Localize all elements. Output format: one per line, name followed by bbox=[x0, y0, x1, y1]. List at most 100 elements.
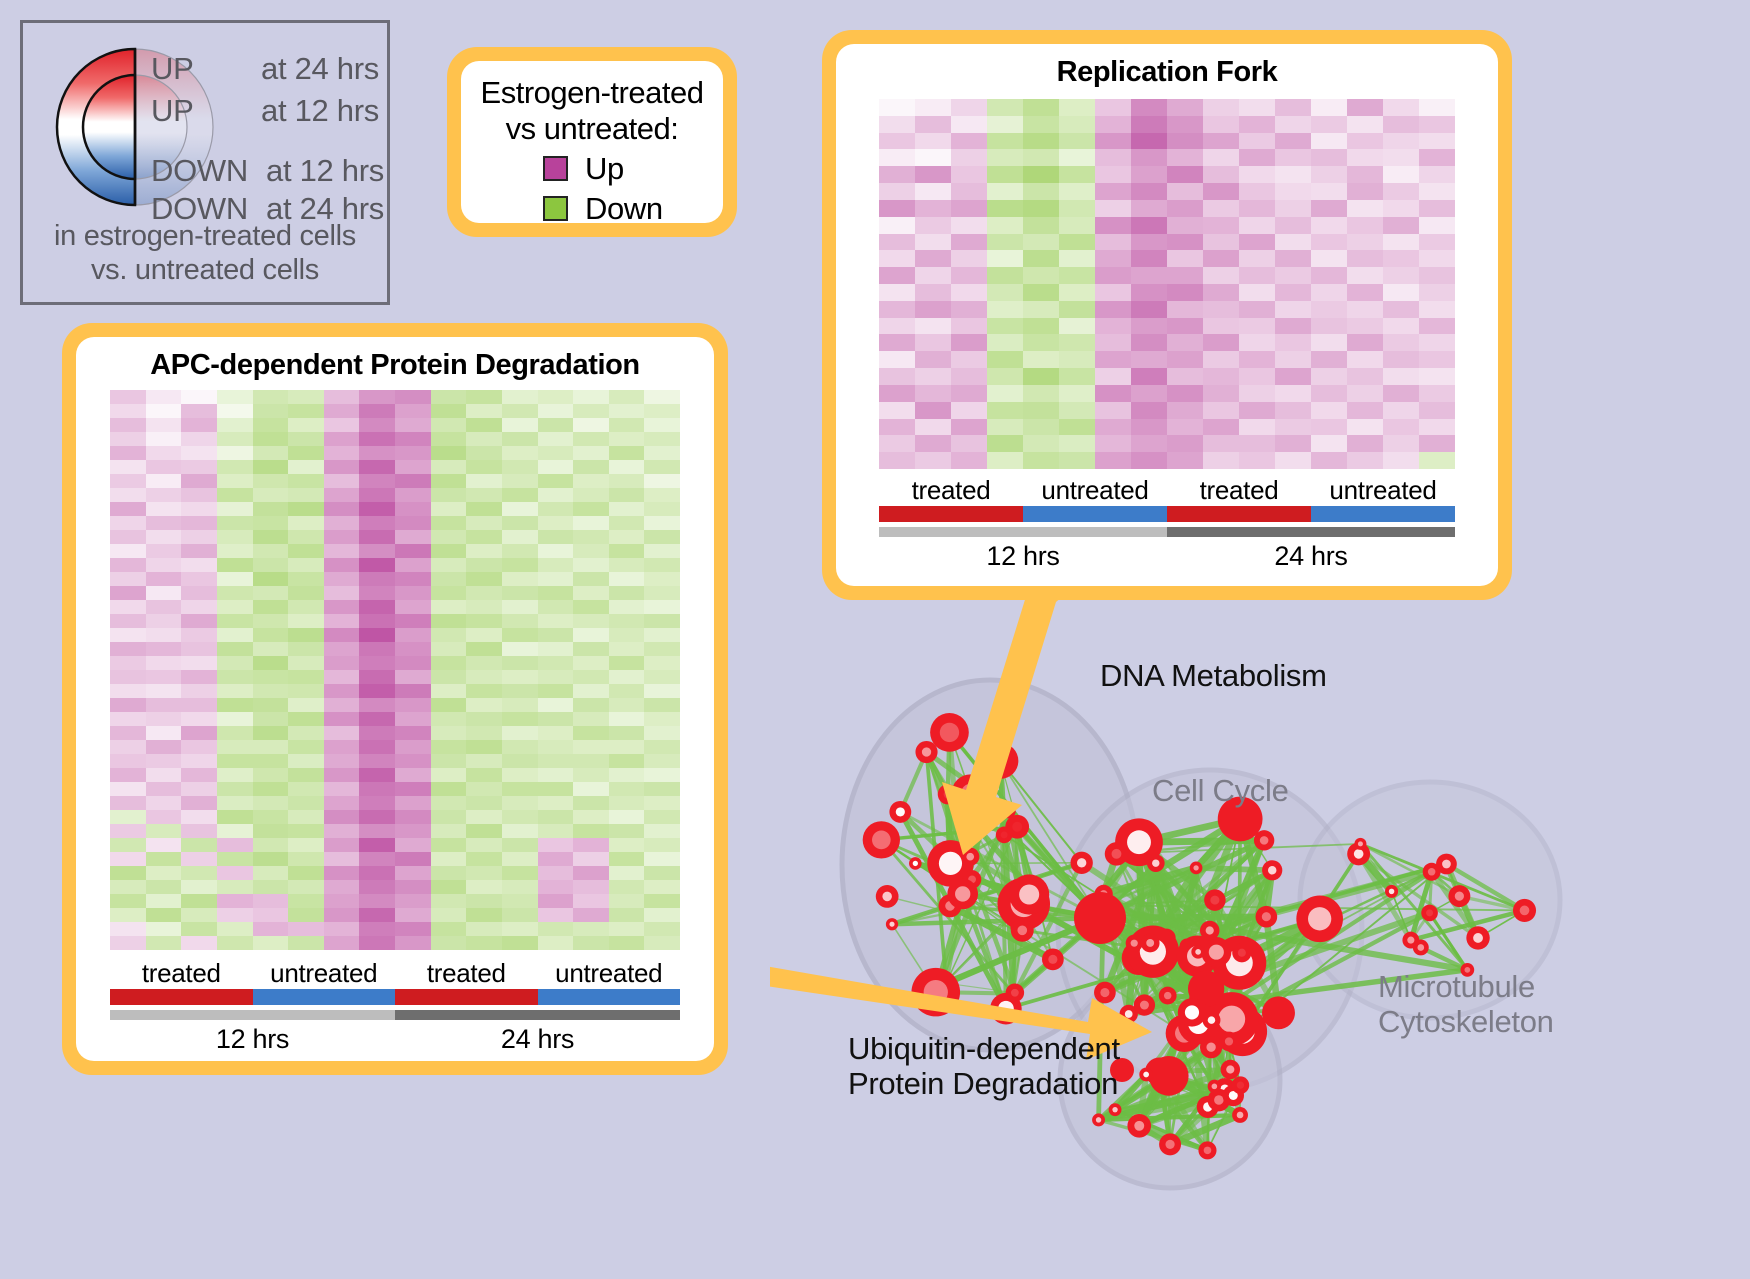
network-node[interactable] bbox=[1220, 1059, 1241, 1080]
network-node[interactable] bbox=[1094, 981, 1116, 1004]
heatmap-cell bbox=[1239, 368, 1275, 385]
network-node[interactable] bbox=[1421, 904, 1438, 922]
network-node[interactable] bbox=[947, 878, 979, 910]
network-node[interactable] bbox=[1140, 933, 1160, 953]
network-node[interactable] bbox=[875, 885, 899, 908]
replication-fork-title: Replication Fork bbox=[1056, 56, 1278, 88]
heatmap-cell bbox=[951, 401, 987, 419]
network-node[interactable] bbox=[1127, 1113, 1152, 1138]
colorwheel-down-12-label: DOWN bbox=[151, 153, 248, 188]
heatmap-cell bbox=[573, 586, 609, 600]
heatmap-cell bbox=[359, 390, 395, 404]
heatmap-cell bbox=[1131, 166, 1167, 184]
heatmap-cell bbox=[466, 572, 502, 586]
network-node[interactable] bbox=[1110, 1058, 1134, 1082]
heatmap-cell bbox=[323, 852, 360, 866]
network-node[interactable] bbox=[1219, 1031, 1239, 1052]
condition-color-bar bbox=[252, 989, 395, 1005]
network-node[interactable] bbox=[1255, 905, 1278, 928]
network-node[interactable] bbox=[889, 800, 912, 823]
network-node[interactable] bbox=[1148, 1055, 1189, 1096]
network-node[interactable] bbox=[1191, 945, 1205, 959]
heatmap-cell bbox=[951, 351, 987, 369]
heatmap-cell bbox=[288, 936, 324, 950]
network-node[interactable] bbox=[1402, 931, 1420, 949]
heatmap-cell bbox=[537, 880, 574, 894]
network-node[interactable] bbox=[1158, 986, 1177, 1005]
heatmap-cell bbox=[216, 460, 253, 474]
timepoint-label: 12 hrs bbox=[986, 541, 1060, 571]
network-node[interactable] bbox=[1104, 842, 1129, 866]
network-node[interactable] bbox=[927, 840, 974, 887]
network-node[interactable] bbox=[1199, 920, 1220, 941]
network-node[interactable] bbox=[1159, 1133, 1182, 1156]
network-node[interactable] bbox=[1512, 898, 1537, 922]
heatmap-cell bbox=[466, 488, 502, 502]
heatmap-cell bbox=[430, 838, 467, 852]
heatmap-cell bbox=[359, 796, 395, 810]
network-node[interactable] bbox=[1189, 861, 1203, 875]
network-node[interactable] bbox=[1092, 1113, 1106, 1127]
network-node[interactable] bbox=[1232, 943, 1252, 963]
network-node[interactable] bbox=[1125, 934, 1143, 952]
network-node[interactable] bbox=[1422, 862, 1441, 881]
network-node[interactable] bbox=[1231, 1076, 1250, 1094]
network-node[interactable] bbox=[915, 740, 938, 764]
network-node[interactable] bbox=[1187, 970, 1225, 1007]
network-node[interactable] bbox=[885, 918, 899, 931]
network-node[interactable] bbox=[1177, 998, 1207, 1027]
network-node[interactable] bbox=[930, 713, 969, 752]
network-node[interactable] bbox=[862, 821, 900, 859]
heatmap-cell bbox=[537, 698, 574, 712]
heatmap-cell bbox=[359, 922, 395, 936]
heatmap-cell bbox=[1383, 334, 1419, 352]
network-node[interactable] bbox=[1200, 1036, 1223, 1059]
heatmap-cell bbox=[915, 401, 951, 419]
heatmap-cell bbox=[359, 558, 395, 572]
heatmap-cell bbox=[537, 782, 574, 796]
network-node[interactable] bbox=[1232, 1107, 1248, 1123]
network-node[interactable] bbox=[1385, 884, 1399, 898]
heatmap-cell bbox=[951, 183, 987, 200]
heatmap-cell bbox=[145, 628, 182, 642]
heatmap-cell bbox=[1059, 115, 1095, 133]
network-node[interactable] bbox=[1204, 992, 1259, 1047]
network-node[interactable] bbox=[1262, 860, 1283, 881]
network-node[interactable] bbox=[1146, 854, 1165, 873]
network-node[interactable] bbox=[1041, 948, 1064, 971]
network-node[interactable] bbox=[1139, 1067, 1153, 1082]
network-node[interactable] bbox=[995, 826, 1013, 844]
network-node[interactable] bbox=[1005, 983, 1025, 1002]
network-node[interactable] bbox=[1217, 796, 1263, 842]
network-node[interactable] bbox=[909, 857, 922, 870]
heatmap-cell bbox=[181, 656, 217, 670]
heatmap-cell bbox=[430, 656, 467, 670]
heatmap-cell bbox=[1311, 149, 1347, 167]
network-node[interactable] bbox=[1448, 885, 1471, 908]
network-node[interactable] bbox=[1198, 1141, 1217, 1160]
network-node[interactable] bbox=[1262, 996, 1295, 1030]
network-node[interactable] bbox=[1009, 874, 1050, 915]
heatmap-cell bbox=[1383, 351, 1419, 369]
heatmap-cell bbox=[466, 880, 502, 894]
network-node[interactable] bbox=[1202, 1011, 1221, 1030]
network-node[interactable] bbox=[1296, 895, 1343, 943]
network-node[interactable] bbox=[1201, 937, 1232, 968]
network-node[interactable] bbox=[1207, 1079, 1222, 1094]
heatmap-cell bbox=[573, 488, 609, 502]
heatmap-cell bbox=[1347, 233, 1383, 251]
network-node[interactable] bbox=[1010, 918, 1034, 942]
network-node[interactable] bbox=[1253, 830, 1275, 851]
network-node[interactable] bbox=[1070, 851, 1093, 874]
network-node[interactable] bbox=[1436, 853, 1457, 875]
heatmap-cell bbox=[110, 558, 146, 572]
network-node[interactable] bbox=[1204, 889, 1226, 911]
heatmap-cell bbox=[1167, 233, 1203, 251]
heatmap-cell bbox=[915, 284, 951, 301]
network-node[interactable] bbox=[1354, 837, 1367, 850]
network-node[interactable] bbox=[1108, 1103, 1122, 1117]
network-node[interactable] bbox=[1133, 994, 1156, 1016]
network-node[interactable] bbox=[1466, 926, 1490, 950]
network-node[interactable] bbox=[1460, 963, 1475, 977]
network-node[interactable] bbox=[1074, 892, 1126, 944]
